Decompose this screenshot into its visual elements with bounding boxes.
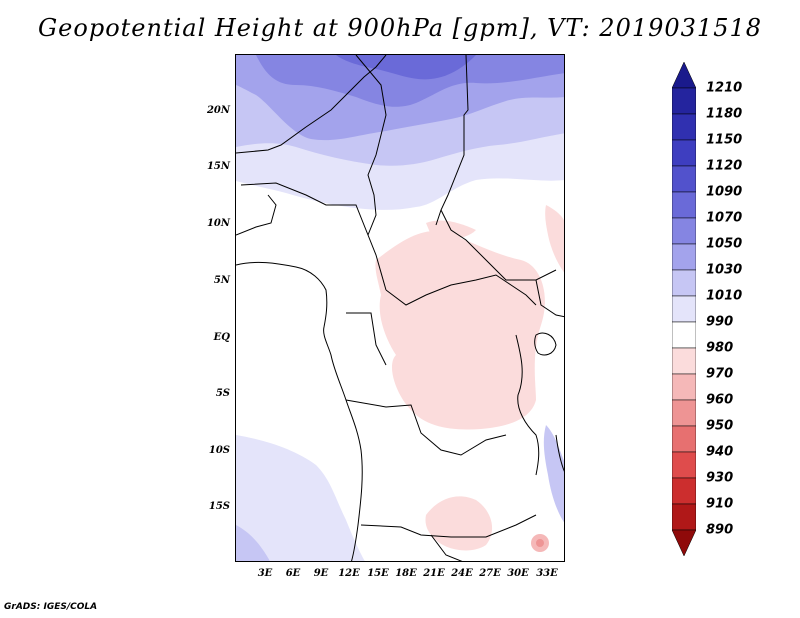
boundaries (236, 55, 564, 561)
grads-credit: GrADS: IGES/COLA (4, 602, 98, 612)
border-9 (346, 312, 387, 366)
map-title: Geopotential Height at 900hPa [gpm], VT:… (38, 14, 762, 42)
colorbar-cell (672, 347, 696, 375)
colorbar-cell (672, 321, 696, 349)
colorbar-cell (672, 295, 696, 323)
colorbar-label-1210: 1210 (706, 80, 743, 96)
contour-980-region-central (375, 231, 545, 430)
contour-980-region-south (425, 496, 493, 551)
lon-label-6e: 6E (285, 568, 301, 579)
colorbar-cell (672, 87, 696, 115)
west-africa-coast (236, 261, 363, 561)
contour-980-region-east (545, 205, 564, 273)
colorbar-label-950: 950 (706, 418, 734, 434)
lon-label-15e: 15E (367, 568, 389, 579)
lon-label-12e: 12E (338, 568, 360, 579)
map-svg (236, 55, 564, 561)
east-blue-region (543, 425, 564, 523)
lat-label-15n: 15N (206, 161, 230, 172)
lon-label-9e: 9E (313, 568, 329, 579)
lon-label-33e: 33E (536, 568, 558, 579)
colorbar-label-1090: 1090 (706, 184, 743, 200)
colorbar-label-980: 980 (706, 340, 734, 356)
colorbar-label-1070: 1070 (706, 210, 743, 226)
lat-label-5n: 5N (213, 275, 230, 286)
colorbar-label-930: 930 (706, 470, 734, 486)
lon-label-18e: 18E (395, 568, 417, 579)
lon-label-3e: 3E (257, 568, 273, 579)
border-5 (236, 194, 277, 236)
low-center-core (536, 539, 544, 547)
border-2 (355, 55, 387, 236)
colorbar-label-970: 970 (706, 366, 734, 382)
lon-label-27e: 27E (479, 568, 501, 579)
height-field (236, 55, 564, 561)
border-12 (535, 279, 564, 318)
colorbar-label-1050: 1050 (706, 236, 743, 252)
colorbar-label-1180: 1180 (706, 106, 743, 122)
border-8 (345, 399, 507, 456)
border-10 (360, 514, 537, 538)
colorbar-cells (672, 62, 696, 556)
border-1 (236, 55, 387, 154)
lat-label-5s: 5S (215, 388, 230, 399)
south-blue-region-2 (236, 525, 270, 561)
colorbar-label-1030: 1030 (706, 262, 743, 278)
colorbar-cell (672, 451, 696, 479)
great-lakes-outline (515, 334, 540, 476)
colorbar-cell-bottom (672, 529, 696, 556)
colorbar-cell (672, 243, 696, 271)
lat-label-15s: 15S (208, 501, 230, 512)
colorbar-label-1150: 1150 (706, 132, 743, 148)
border-11 (430, 534, 463, 561)
colorbar (672, 62, 696, 556)
south-blue-region (236, 435, 365, 561)
lat-label-10s: 10S (208, 445, 230, 456)
contour-1070-region (256, 55, 564, 107)
colorbar-cell (672, 373, 696, 401)
colorbar-label-960: 960 (706, 392, 734, 408)
border-6 (385, 274, 537, 306)
colorbar-cell-top (672, 62, 696, 89)
contour-1090-region (336, 55, 476, 80)
colorbar-cell (672, 165, 696, 193)
border-4 (240, 182, 387, 291)
colorbar-cell (672, 399, 696, 427)
colorbar-label-1120: 1120 (706, 158, 743, 174)
colorbar-label-890: 890 (706, 522, 734, 538)
lat-label-20n: 20N (206, 105, 230, 116)
lake-victoria (534, 332, 557, 356)
colorbar-cell (672, 139, 696, 167)
colorbar-cell (672, 503, 696, 531)
lon-label-24e: 24E (451, 568, 473, 579)
colorbar-cell (672, 269, 696, 297)
map-panel (235, 54, 565, 562)
colorbar-cell (672, 191, 696, 219)
lon-label-30e: 30E (507, 568, 529, 579)
colorbar-cell (672, 113, 696, 141)
lat-label-eq: EQ (213, 332, 230, 343)
lon-label-21e: 21E (423, 568, 445, 579)
colorbar-label-910: 910 (706, 496, 734, 512)
colorbar-label-1010: 1010 (706, 288, 743, 304)
colorbar-cell (672, 425, 696, 453)
colorbar-label-990: 990 (706, 314, 734, 330)
colorbar-cell (672, 217, 696, 245)
east-coast (555, 434, 564, 472)
colorbar-label-940: 940 (706, 444, 734, 460)
colorbar-cell (672, 477, 696, 505)
lat-label-10n: 10N (206, 218, 230, 229)
